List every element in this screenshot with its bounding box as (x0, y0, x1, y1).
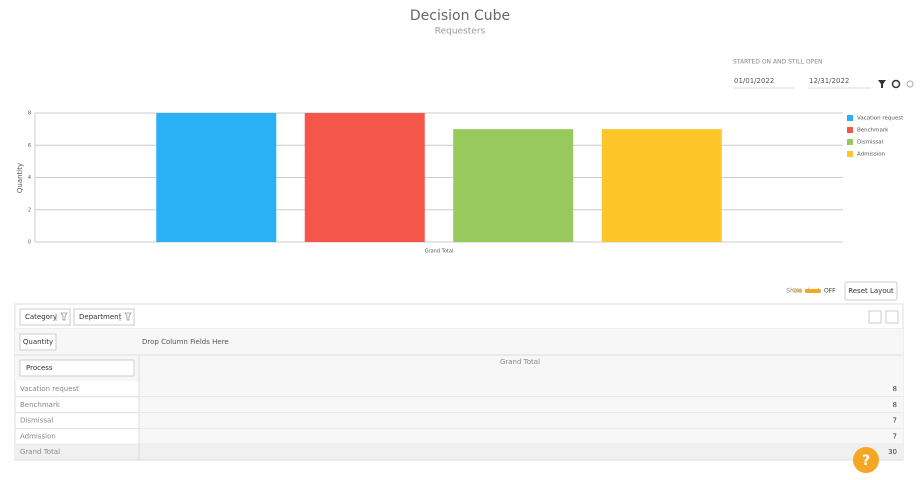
row-cell (139, 412, 903, 429)
row-value: 8 (893, 385, 897, 393)
filter-field[interactable]: Department (79, 313, 122, 321)
start-date[interactable]: 01/01/2022 (734, 77, 774, 85)
row-label: Admission (20, 432, 56, 440)
reset-button[interactable] (844, 281, 898, 301)
row-value: 7 (893, 417, 897, 425)
row-value: 7 (893, 432, 897, 440)
show-chart-label: Show chart (786, 288, 820, 295)
row-field[interactable]: Process (26, 364, 53, 372)
page-title: Decision Cube (410, 8, 510, 24)
row-cell (15, 444, 903, 460)
toggle-off[interactable]: OFF (824, 288, 836, 295)
legend-label[interactable]: Vacation request (857, 116, 904, 122)
y-tick-label: 8 (28, 111, 31, 117)
filter-field[interactable]: Category (25, 313, 57, 321)
column-header[interactable]: Grand Total (500, 358, 540, 366)
bar (601, 129, 722, 242)
row-value: 30 (888, 448, 897, 456)
filter-chip[interactable] (73, 308, 135, 326)
sort-filter-icon[interactable] (119, 312, 132, 321)
legend-label[interactable]: Benchmark (857, 128, 889, 134)
row-cell (139, 428, 903, 445)
data-field-chip[interactable] (19, 333, 57, 351)
y-tick-label: 4 (28, 175, 31, 181)
y-tick-label: 0 (28, 240, 31, 246)
legend-label[interactable]: Dismissal (857, 140, 884, 146)
y-tick-label: 2 (28, 207, 31, 213)
refresh-icon[interactable] (891, 79, 901, 89)
page-subtitle: Requesters (435, 27, 486, 37)
y-axis-label: Quantity (16, 163, 24, 193)
info-icon[interactable] (906, 80, 914, 88)
row-label: Benchmark (20, 401, 61, 409)
bar (156, 113, 277, 242)
export-button[interactable] (868, 310, 882, 324)
row-label: Dismissal (20, 417, 53, 425)
help-label[interactable]: ? (862, 453, 870, 469)
legend-swatch[interactable] (847, 151, 853, 157)
legend-swatch[interactable] (847, 139, 853, 145)
toggle[interactable] (805, 289, 821, 293)
x-tick-label: Grand Total (425, 249, 454, 255)
row-value: 8 (893, 401, 897, 409)
toggle-on[interactable]: ON (792, 288, 801, 295)
filter-icon[interactable] (878, 80, 886, 88)
reset-label[interactable]: Reset Layout (848, 287, 894, 295)
fields-button[interactable] (885, 310, 899, 324)
data-field[interactable]: Quantity (23, 338, 53, 346)
row-label: Grand Total (20, 448, 60, 456)
row-cell (139, 396, 903, 413)
legend-label[interactable]: Admission (857, 152, 886, 158)
help-button[interactable] (853, 447, 879, 473)
filter-chip[interactable] (19, 308, 71, 326)
drop-hint: Drop Column Fields Here (142, 338, 229, 346)
row-field-chip[interactable] (19, 359, 135, 377)
legend-swatch[interactable] (847, 115, 853, 121)
end-date[interactable]: 12/31/2022 (809, 77, 849, 85)
sort-filter-icon[interactable] (55, 312, 68, 321)
y-tick-label: 6 (28, 143, 31, 149)
filter-label: STARTED ON AND STILL OPEN (733, 59, 823, 66)
row-cell (139, 381, 903, 397)
row-label: Vacation request (20, 385, 79, 393)
bar (453, 129, 574, 242)
legend-swatch[interactable] (847, 127, 853, 133)
bar (304, 113, 425, 242)
